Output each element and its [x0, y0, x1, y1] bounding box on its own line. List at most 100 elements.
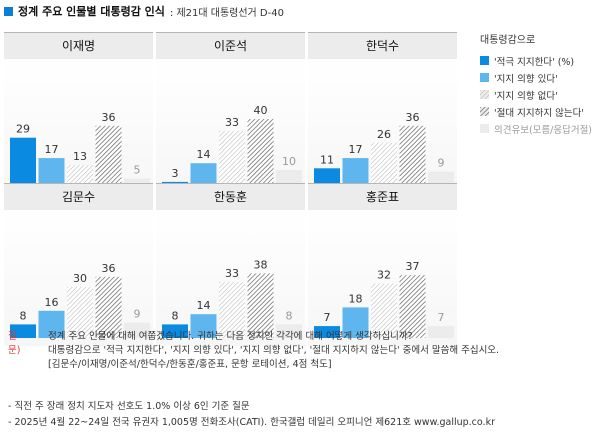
bar-value-label: 33 — [225, 116, 239, 129]
legend-label: '절대 지지하지 않는다' — [494, 107, 584, 119]
bar-reserved — [124, 178, 150, 187]
bar-value-label: 36 — [406, 111, 420, 124]
bar-reserved — [124, 322, 150, 338]
bar-value-label: 3 — [172, 167, 179, 180]
bar-willing — [190, 163, 217, 187]
panel-svg: 3 14 33 40 10 — [162, 104, 302, 187]
bar-reserved — [276, 170, 302, 187]
panel-svg: 8 14 33 38 8 — [162, 258, 302, 338]
panel-plot: 11 17 26 36 9 — [308, 59, 457, 195]
legend-label: '지지 의향 없다' — [494, 90, 558, 102]
bar-never — [247, 273, 274, 338]
legend-title: 대통령감으로 — [480, 35, 536, 46]
bar-value-label: 30 — [73, 272, 87, 285]
panel-name: 이준석 — [156, 32, 305, 59]
legend-swatch — [480, 124, 489, 133]
bar-unwilling — [67, 164, 93, 187]
bar-never — [95, 125, 122, 187]
panel-plot: 8 16 30 36 9 — [4, 210, 153, 346]
bar-reserved — [428, 326, 454, 338]
panel-plot: 8 14 33 38 8 — [156, 210, 305, 346]
title-subtitle: : 제21대 대통령선거 D-40 — [169, 7, 284, 19]
legend-swatch — [480, 90, 489, 99]
bar-strong-support — [314, 326, 340, 338]
legend-item-never: '절대 지지하지 않는다' — [480, 103, 592, 120]
bar-strong-support — [10, 324, 36, 338]
panel-name: 한덕수 — [308, 32, 457, 59]
bar-willing — [342, 307, 369, 338]
bar-value-label: 9 — [438, 157, 445, 170]
bar-value-label: 8 — [172, 309, 179, 322]
bar-value-label: 36 — [102, 262, 116, 275]
bar-value-label: 7 — [324, 311, 331, 324]
bar-unwilling — [219, 130, 245, 187]
legend-label: '지지 의향 있다' — [494, 73, 558, 85]
panel-plot: 7 18 32 37 7 — [308, 210, 457, 346]
bar-value-label: 14 — [197, 299, 211, 312]
question-line: 정계 주요 인물에 대해 여쭙겠습니다. 귀하는 다음 정치인 각각에 대해 어… — [48, 331, 413, 342]
bar-value-label: 33 — [225, 267, 239, 280]
question-line: [김문수/이재명/이준석/한덕수/한동훈/홍준표, 문항 로테이션, 4점 척도… — [48, 359, 332, 370]
panel-name: 이재명 — [4, 32, 153, 59]
bar-reserved — [276, 324, 302, 338]
panel-svg: 29 17 13 36 5 — [10, 111, 150, 187]
legend-item-strong-support: '적극 지지한다' (%) — [480, 52, 592, 69]
bar-value-label: 16 — [45, 296, 59, 309]
bar-never — [399, 125, 426, 187]
bar-value-label: 18 — [349, 292, 363, 305]
bar-value-label: 7 — [438, 311, 445, 324]
legend-swatch — [480, 107, 489, 116]
bar-unwilling — [67, 287, 93, 338]
bar-value-label: 9 — [134, 308, 141, 321]
bar-unwilling — [219, 281, 245, 338]
legend: 대통령감으로 '적극 지지한다' (%) '지지 의향 있다' '지지 의향 없… — [480, 31, 592, 137]
bar-willing — [38, 310, 65, 338]
bar-willing — [190, 314, 217, 338]
bar-value-label: 29 — [16, 123, 30, 136]
bar-willing — [342, 158, 369, 187]
bar-never — [399, 275, 426, 338]
footnotes: - 직전 주 장래 정치 지도자 선호도 1.0% 이상 6인 기준 질문 - … — [8, 399, 495, 431]
panel-name: 김문수 — [4, 183, 153, 210]
bar-value-label: 32 — [377, 269, 391, 282]
legend-label: '적극 지지한다' (%) — [494, 56, 575, 68]
bar-value-label: 8 — [286, 309, 293, 322]
legend-swatch — [480, 73, 489, 82]
question-line: 대통령감으로 '적극 지지한다', '지지 의향 있다', '지지 의향 없다'… — [48, 345, 500, 356]
bar-never — [247, 119, 274, 187]
bar-strong-support — [10, 137, 36, 187]
question-label: 질문) — [8, 331, 21, 356]
bar-value-label: 40 — [254, 104, 268, 117]
bar-never — [95, 276, 122, 338]
panel-name: 한동훈 — [156, 183, 305, 210]
bar-value-label: 11 — [320, 153, 334, 166]
title-main: 정계 주요 인물별 대통령감 인식 — [18, 5, 165, 18]
footnote: - 2025년 4월 22~24일 전국 유권자 1,005명 전화조사(CAT… — [8, 417, 495, 428]
bar-value-label: 38 — [254, 258, 268, 271]
footnote: - 직전 주 장래 정치 지도자 선호도 1.0% 이상 6인 기준 질문 — [8, 401, 250, 412]
bar-unwilling — [371, 142, 397, 187]
panel-svg: 8 16 30 36 9 — [10, 262, 150, 338]
chart-title: 정계 주요 인물별 대통령감 인식 : 제21대 대통령선거 D-40 — [4, 3, 284, 19]
bar-value-label: 14 — [197, 148, 211, 161]
bar-willing — [38, 158, 65, 187]
panel-svg: 7 18 32 37 7 — [314, 260, 454, 338]
panel-name: 홍준표 — [308, 183, 457, 210]
bar-unwilling — [371, 283, 397, 338]
bar-strong-support — [314, 168, 340, 187]
bar-value-label: 13 — [73, 150, 87, 163]
panel-svg: 11 17 26 36 9 — [314, 111, 454, 187]
bar-value-label: 17 — [349, 143, 363, 156]
bar-value-label: 26 — [377, 128, 391, 141]
bar-value-label: 10 — [282, 155, 296, 168]
bar-value-label: 36 — [102, 111, 116, 124]
legend-swatch — [480, 56, 489, 65]
bar-value-label: 8 — [20, 309, 27, 322]
bar-value-label: 5 — [134, 164, 141, 177]
bar-value-label: 17 — [45, 143, 59, 156]
legend-label: 의견유보(모름/응답거절) — [494, 124, 593, 136]
bar-strong-support — [162, 324, 188, 338]
legend-item-willing: '지지 의향 있다' — [480, 69, 592, 86]
legend-item-unwilling: '지지 의향 없다' — [480, 86, 592, 103]
bar-value-label: 37 — [406, 260, 420, 273]
